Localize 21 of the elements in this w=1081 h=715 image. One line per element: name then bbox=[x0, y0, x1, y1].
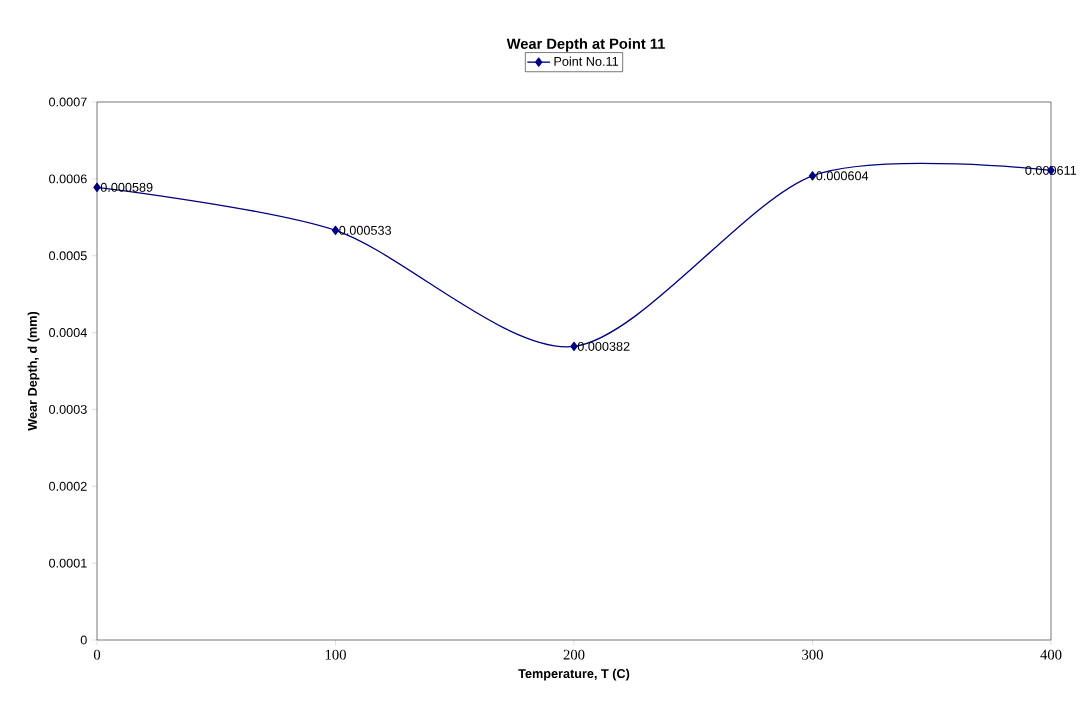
y-tick-label: 0.0005 bbox=[49, 251, 87, 261]
y-axis-title: Wear Depth, d (mm) bbox=[27, 311, 40, 431]
data-label: 0.000382 bbox=[577, 341, 630, 351]
y-tick-label: 0.0002 bbox=[49, 481, 87, 491]
y-tick-label: 0.0003 bbox=[49, 404, 87, 414]
y-tick-label: 0.0007 bbox=[49, 97, 87, 107]
data-label: 0.000604 bbox=[816, 171, 869, 181]
x-tick-label: 100 bbox=[325, 649, 346, 660]
x-tick-label: 0 bbox=[93, 649, 101, 660]
x-tick-label: 400 bbox=[1040, 649, 1062, 660]
x-tick-label: 300 bbox=[802, 649, 823, 660]
y-tick-label: 0.0006 bbox=[49, 174, 87, 184]
y-tick-label: 0.0004 bbox=[49, 328, 87, 338]
x-tick-label: 200 bbox=[563, 649, 585, 660]
chart-title: Wear Depth at Point 11 bbox=[506, 38, 665, 52]
legend-label: Point No.11 bbox=[554, 56, 619, 66]
y-tick-label: 0.0001 bbox=[49, 558, 87, 568]
x-axis-title: Temperature, T (C) bbox=[518, 668, 630, 681]
data-label: 0.000533 bbox=[339, 225, 392, 235]
y-tick-label: 0 bbox=[80, 635, 87, 645]
data-label: 0.000589 bbox=[100, 182, 153, 192]
